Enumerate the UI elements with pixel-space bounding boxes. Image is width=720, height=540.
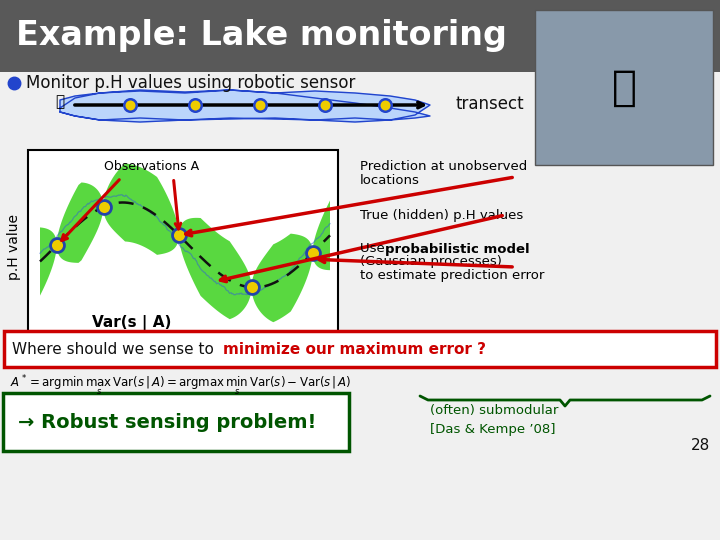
Text: → Robust sensing problem!: → Robust sensing problem! bbox=[18, 413, 316, 431]
Text: (Gaussian processes): (Gaussian processes) bbox=[360, 255, 502, 268]
Text: transect: transect bbox=[455, 95, 523, 113]
Text: to estimate prediction error: to estimate prediction error bbox=[360, 268, 544, 281]
Text: Var(s | A): Var(s | A) bbox=[92, 315, 171, 331]
Text: Observations A: Observations A bbox=[104, 160, 199, 173]
FancyBboxPatch shape bbox=[535, 10, 713, 165]
Text: (often) submodular
[Das & Kempe ’08]: (often) submodular [Das & Kempe ’08] bbox=[430, 404, 559, 436]
Text: Use: Use bbox=[360, 242, 389, 255]
Text: 28: 28 bbox=[690, 437, 710, 453]
Text: p.H value: p.H value bbox=[7, 214, 21, 280]
FancyBboxPatch shape bbox=[4, 331, 716, 367]
FancyBboxPatch shape bbox=[28, 150, 338, 345]
Text: Where should we sense to: Where should we sense to bbox=[12, 341, 219, 356]
Text: Example: Lake monitoring: Example: Lake monitoring bbox=[16, 19, 507, 52]
Text: probabilistic model: probabilistic model bbox=[385, 242, 530, 255]
Polygon shape bbox=[60, 90, 430, 122]
Text: 🚤: 🚤 bbox=[55, 94, 65, 110]
Text: $A^* = \mathrm{argmin}\,\underset{s}{\max}\,\mathrm{Var}(s\,|\,A) = \mathrm{argm: $A^* = \mathrm{argmin}\,\underset{s}{\ma… bbox=[10, 373, 351, 397]
Text: True (hidden) p.H values: True (hidden) p.H values bbox=[360, 208, 523, 221]
Text: Position s along transect: Position s along transect bbox=[98, 354, 269, 368]
Text: Monitor p.H values using robotic sensor: Monitor p.H values using robotic sensor bbox=[26, 74, 356, 92]
Text: Prediction at unobserved: Prediction at unobserved bbox=[360, 160, 527, 173]
FancyBboxPatch shape bbox=[3, 393, 349, 451]
FancyBboxPatch shape bbox=[0, 0, 720, 72]
Text: locations: locations bbox=[360, 173, 420, 186]
Text: minimize our maximum error ?: minimize our maximum error ? bbox=[223, 341, 486, 356]
Text: 📷: 📷 bbox=[611, 67, 636, 109]
